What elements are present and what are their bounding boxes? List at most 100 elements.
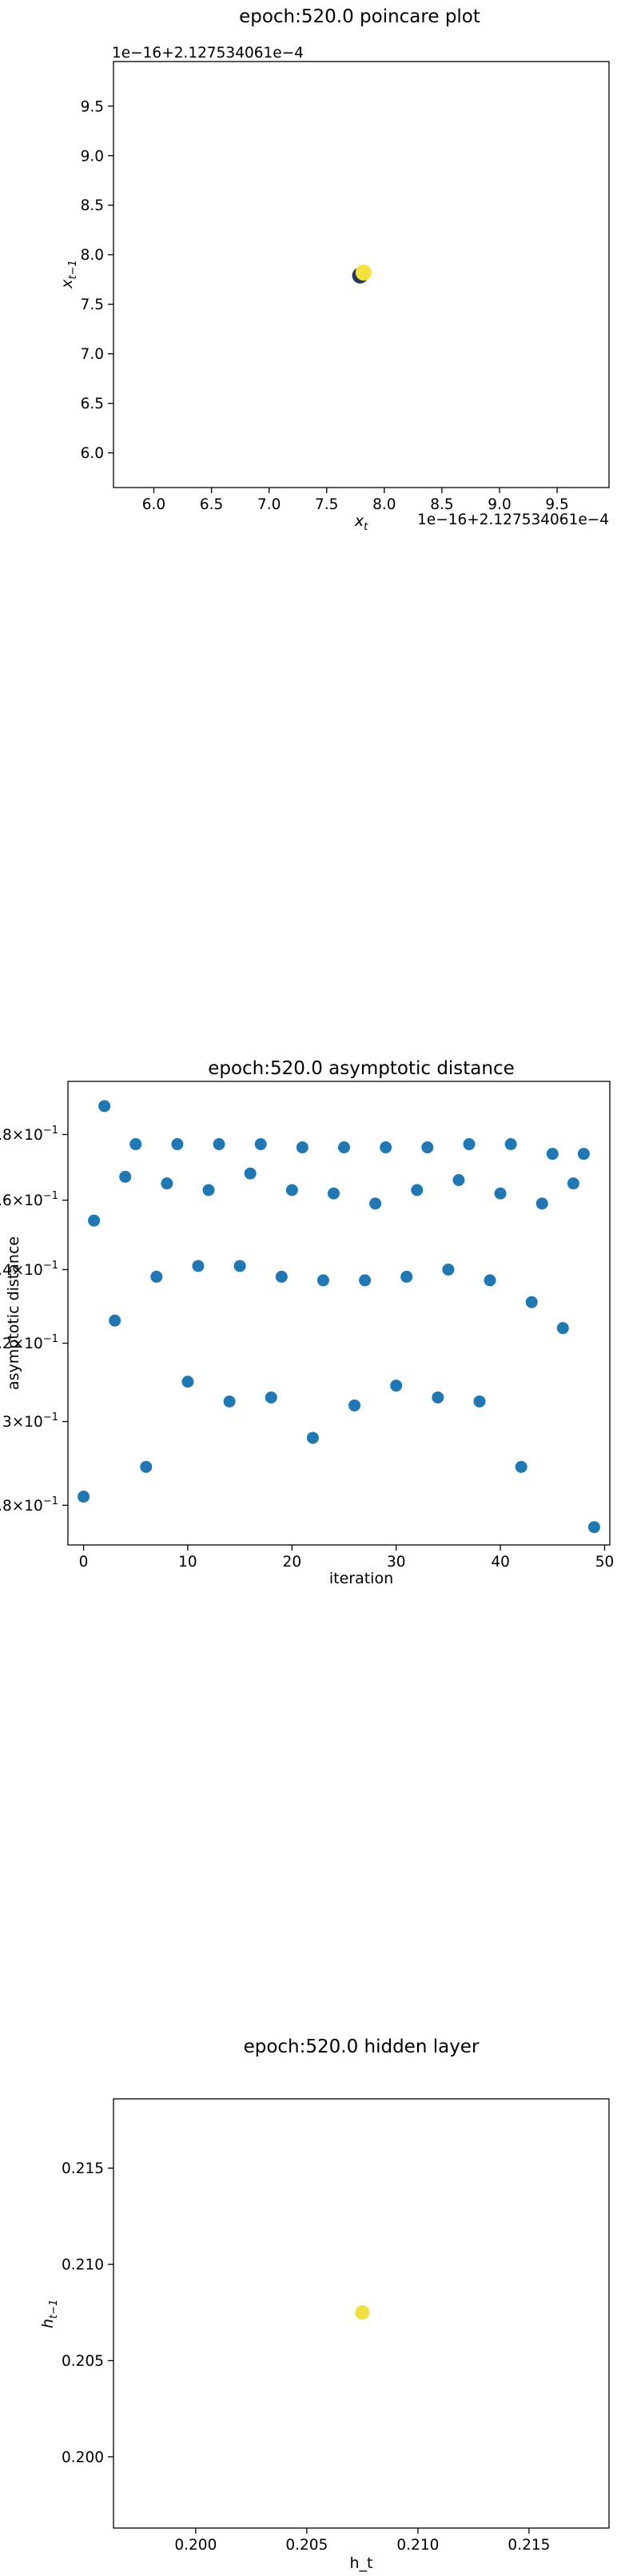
asymptotic-y-tick-mantissa: 2.8 [0,1498,12,1515]
poincare-x-tick-label: 9.5 [545,496,568,513]
hidden-points [355,2305,370,2320]
asymptotic-point [285,1184,298,1196]
hidden-x-axis-label: h_t [350,2554,373,2572]
poincare-x-tick-label: 9.0 [488,496,511,513]
poincare-y-label-sub: t−1 [67,260,79,279]
asymptotic-x-tick-label: 0 [79,1554,89,1571]
hidden-x-ticks: 0.200 0.205 0.210 0.215 [174,2528,550,2554]
asymptotic-y-tick-base: 10 [24,1498,43,1515]
hidden-y-axis-label: ht−1 [39,2299,60,2328]
poincare-y-tick-label: 9.5 [81,98,104,115]
asymptotic-y-tick-base: 10 [24,1262,43,1279]
asymptotic-y-tick-times: × [12,1336,25,1352]
poincare-x-tick-label: 8.0 [372,496,396,513]
poincare-plot-area [113,61,610,488]
asymptotic-y-tick-label: 3.8×10−1 [0,1125,58,1144]
asymptotic-y-tick-times: × [12,1262,25,1279]
asymptotic-plot-area [67,1081,611,1546]
asymptotic-x-tick-label: 50 [595,1554,615,1571]
asymptotic-point [109,1314,121,1327]
hidden-x-tick-label: 0.210 [396,2537,439,2554]
hidden-y-ticks: 0.200 0.205 0.210 0.215 [62,2160,113,2466]
asymptotic-point [213,1138,225,1151]
hidden-y-tick-label: 0.210 [62,2257,104,2274]
asymptotic-point [150,1270,163,1283]
hidden-x-tick-label: 0.215 [508,2537,550,2554]
poincare-x-label-sub: t [364,521,368,533]
asymptotic-point [129,1138,142,1151]
asymptotic-x-axis-label: iteration [329,1570,393,1587]
asymptotic-distance-chart: epoch:520.0 asymptotic distance 0 10 20 30 4… [0,1058,615,1587]
asymptotic-point [171,1138,184,1151]
asymptotic-y-tick-mantissa: 3.4 [0,1262,12,1279]
hidden-y-tick-label: 0.215 [62,2160,104,2177]
asymptotic-point [233,1260,246,1272]
poincare-point [355,265,372,281]
hidden-layer-title: epoch:520.0 hidden layer [244,2037,480,2057]
asymptotic-point [463,1138,476,1151]
asymptotic-point [98,1100,111,1113]
poincare-y-tick-label: 7.0 [81,346,104,363]
asymptotic-point [556,1322,569,1335]
poincare-y-tick-label: 8.5 [81,197,104,214]
poincare-x-label-base: x [354,512,364,530]
asymptotic-point [338,1141,351,1154]
asymptotic-point [181,1376,194,1388]
asymptotic-x-ticks: 0 10 20 30 40 50 [79,1545,615,1571]
asymptotic-point [535,1197,548,1210]
asymptotic-point [380,1141,392,1154]
hidden-y-tick-label: 0.205 [62,2353,104,2370]
hidden-y-label-sub: t−1 [48,2299,60,2319]
poincare-points [352,265,372,284]
asymptotic-point [161,1177,173,1190]
poincare-plot-chart: epoch:520.0 poincare plot 1e−16+2.127534… [58,6,610,533]
asymptotic-y-tick-base: 10 [24,1192,43,1209]
poincare-y-tick-label: 7.5 [81,297,104,313]
asymptotic-y-tick-exponent: −1 [43,1333,58,1345]
poincare-x-axis-label: xt [354,512,368,533]
asymptotic-y-axis-label: asymptotic distance [5,1236,22,1390]
asymptotic-point [577,1148,590,1161]
asymptotic-y-tick-label: 3×10−1 [2,1411,58,1431]
asymptotic-y-tick-times: × [12,1192,25,1209]
asymptotic-x-tick-label: 10 [178,1554,197,1571]
asymptotic-point [452,1174,465,1187]
asymptotic-y-tick-times: × [12,1498,25,1515]
asymptotic-point [348,1399,361,1411]
asymptotic-point [244,1167,257,1180]
asymptotic-point [78,1491,90,1503]
asymptotic-y-tick-mantissa: 3.8 [0,1127,12,1144]
hidden-y-tick-label: 0.200 [62,2449,104,2466]
poincare-x-tick-label: 6.0 [142,496,165,513]
poincare-y-offset-text: 1e−16+2.127534061e−4 [112,45,304,62]
hidden-layer-plot-area [113,2098,610,2529]
poincare-y-label-base: x [58,279,76,289]
asymptotic-point [88,1214,101,1227]
poincare-y-tick-label: 9.0 [81,148,104,165]
asymptotic-point [587,1521,600,1534]
poincare-y-ticks: 6.0 6.5 7.0 7.5 8.0 8.5 9.0 9.5 [81,98,113,462]
asymptotic-point [411,1184,424,1196]
poincare-x-tick-label: 6.5 [200,496,223,513]
asymptotic-y-tick-base: 10 [24,1414,43,1431]
poincare-x-tick-label: 8.5 [430,496,453,513]
poincare-y-tick-label: 8.0 [81,247,104,264]
asymptotic-x-tick-label: 30 [387,1554,406,1571]
hidden-x-tick-label: 0.205 [285,2537,328,2554]
asymptotic-point [254,1138,267,1151]
asymptotic-point [494,1187,507,1200]
asymptotic-point [432,1391,444,1403]
asymptotic-y-tick-exponent: −1 [43,1190,58,1202]
asymptotic-point [390,1380,403,1392]
asymptotic-point [202,1184,215,1196]
asymptotic-point [140,1460,153,1473]
asymptotic-point [504,1138,517,1151]
asymptotic-point [369,1197,382,1210]
asymptotic-y-tick-mantissa: 3.6 [0,1192,12,1209]
asymptotic-point [421,1141,434,1154]
poincare-x-tick-label: 7.0 [257,496,281,513]
asymptotic-y-tick-base: 10 [24,1336,43,1352]
asymptotic-y-tick-mantissa: 3.2 [0,1336,12,1352]
asymptotic-x-tick-label: 20 [283,1554,302,1571]
poincare-x-tick-label: 7.5 [315,496,338,513]
